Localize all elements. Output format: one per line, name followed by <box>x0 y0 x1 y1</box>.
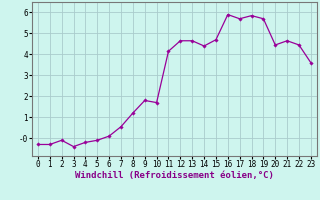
X-axis label: Windchill (Refroidissement éolien,°C): Windchill (Refroidissement éolien,°C) <box>75 171 274 180</box>
